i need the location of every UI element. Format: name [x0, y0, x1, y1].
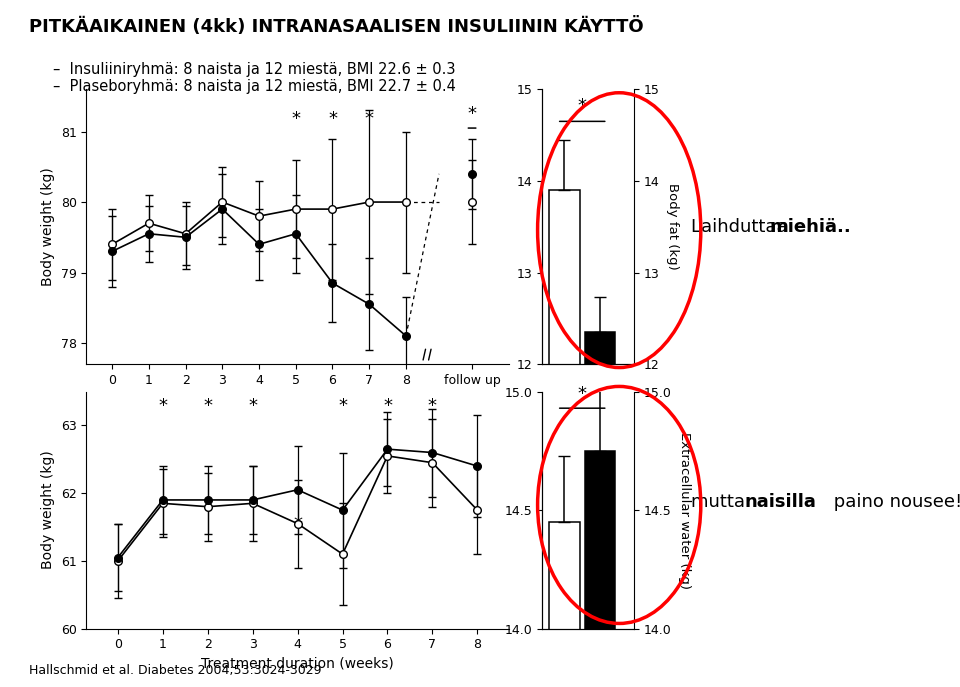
- Text: *: *: [204, 397, 212, 416]
- Text: –  Insuliiniryhmä: 8 naista ja 12 miestä, BMI 22.6 ± 0.3: – Insuliiniryhmä: 8 naista ja 12 miestä,…: [53, 62, 455, 77]
- Bar: [585, 332, 615, 687]
- Text: –  Plaseboryhmä: 8 naista ja 12 miestä, BMI 22.7 ± 0.4: – Plaseboryhmä: 8 naista ja 12 miestä, B…: [53, 79, 456, 94]
- Y-axis label: Body weight (kg): Body weight (kg): [41, 168, 55, 286]
- Text: *: *: [291, 110, 300, 128]
- X-axis label: Treatment duration (weeks): Treatment duration (weeks): [202, 657, 394, 671]
- Text: *: *: [293, 515, 302, 532]
- Text: Laihduttaa: Laihduttaa: [691, 218, 794, 236]
- Bar: [585, 451, 615, 687]
- Y-axis label: Extracellular water (kg): Extracellular water (kg): [678, 431, 690, 589]
- Text: miehiä..: miehiä..: [770, 218, 852, 236]
- Text: *: *: [578, 385, 587, 403]
- Text: *: *: [249, 397, 257, 416]
- Text: *: *: [468, 105, 476, 123]
- Text: *: *: [383, 397, 392, 416]
- Bar: [549, 190, 580, 687]
- Text: *: *: [578, 97, 587, 115]
- Text: *: *: [338, 397, 347, 416]
- Bar: [549, 522, 580, 687]
- Text: *: *: [428, 397, 437, 416]
- Text: mutta: mutta: [691, 493, 751, 510]
- Y-axis label: Body weight (kg): Body weight (kg): [41, 451, 56, 570]
- Y-axis label: Body fat (kg): Body fat (kg): [665, 183, 679, 270]
- Text: *: *: [365, 110, 373, 128]
- Text: paino nousee!: paino nousee!: [828, 493, 960, 510]
- Text: Hallschmid et al. Diabetes 2004;53:3024-3029: Hallschmid et al. Diabetes 2004;53:3024-…: [29, 664, 322, 677]
- Text: naisilla: naisilla: [745, 493, 817, 510]
- Text: *: *: [158, 397, 167, 416]
- Text: *: *: [328, 110, 337, 128]
- Text: PITKÄAIKAINEN (4kk) INTRANASAALISEN INSULIININ KÄYTTÖ: PITKÄAIKAINEN (4kk) INTRANASAALISEN INSU…: [29, 17, 643, 36]
